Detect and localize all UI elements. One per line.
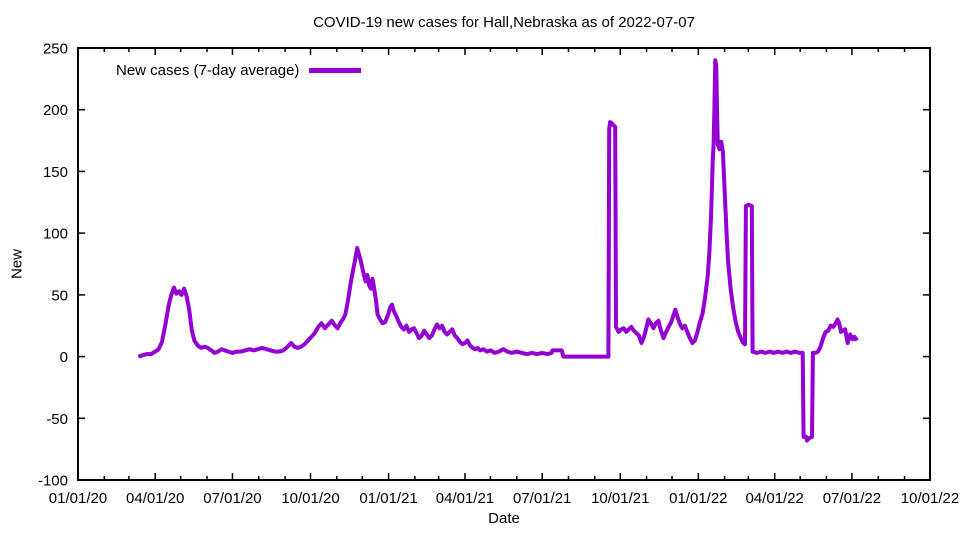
x-tick-label: 01/01/22 (669, 490, 727, 507)
x-tick-label: 04/01/20 (126, 490, 184, 507)
y-tick-label: 0 (60, 349, 68, 366)
data-line-new-cases (137, 58, 859, 443)
x-tick-label: 07/01/20 (203, 490, 261, 507)
x-axis-label: Date (488, 510, 520, 527)
y-tick-label: 250 (43, 41, 68, 58)
x-tick-label: 07/01/22 (823, 490, 881, 507)
x-tick-label: 10/01/20 (281, 490, 339, 507)
x-tick-label: 01/01/20 (49, 490, 107, 507)
y-tick-label: 50 (51, 287, 68, 304)
plot-frame (77, 47, 931, 481)
y-tick-label: 100 (43, 226, 68, 243)
legend-series-label: New cases (7-day average) (116, 61, 300, 79)
y-axis-label: New (8, 248, 26, 280)
x-tick-label: 07/01/21 (513, 490, 571, 507)
x-tick-label: 01/01/21 (359, 490, 417, 507)
x-tick-label: 10/01/21 (591, 490, 649, 507)
legend: New cases (7-day average) (116, 61, 362, 79)
legend-line-swatch (309, 67, 362, 73)
y-tick-label: -100 (38, 473, 68, 490)
x-tick-label: 04/01/22 (746, 490, 804, 507)
chart-title: COVID-19 new cases for Hall,Nebraska as … (313, 14, 695, 31)
x-tick-label: 04/01/21 (436, 490, 494, 507)
x-tick-label: 10/01/22 (901, 490, 959, 507)
y-tick-label: 150 (43, 164, 68, 181)
y-tick-label: 200 (43, 102, 68, 119)
y-tick-label: -50 (46, 411, 68, 428)
